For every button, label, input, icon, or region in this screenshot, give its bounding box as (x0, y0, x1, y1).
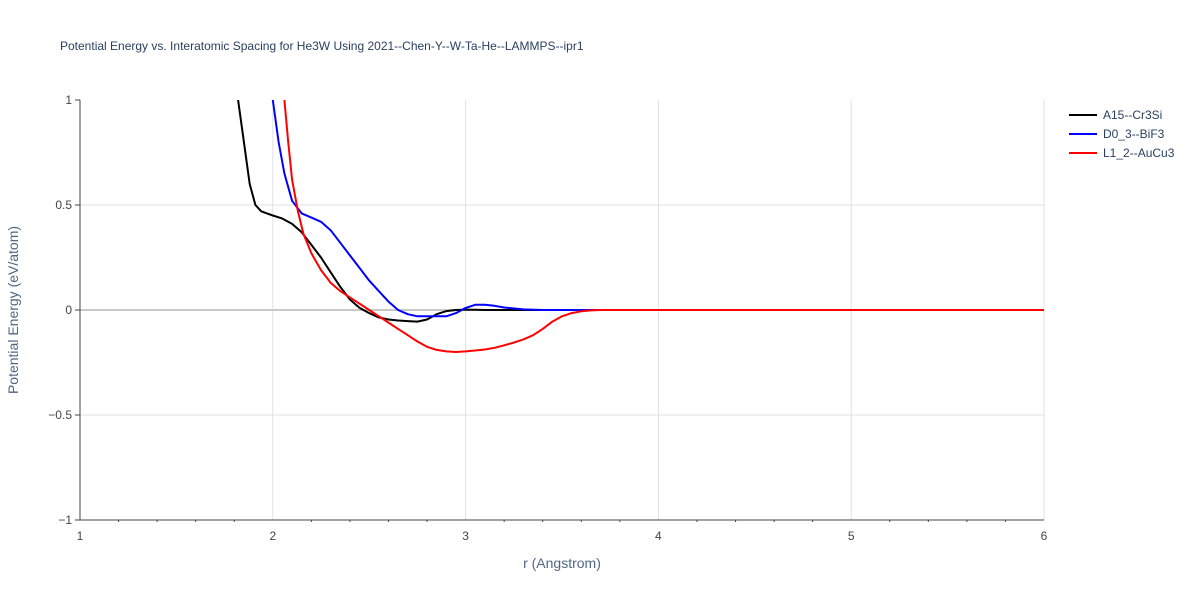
y-tick-label: 1 (65, 93, 72, 107)
series-line-0 (237, 100, 1044, 323)
legend-label: D0_3--BiF3 (1103, 127, 1165, 141)
series-line-2 (283, 100, 1044, 353)
x-tick-label: 6 (1041, 529, 1048, 543)
x-axis-title: r (Angstrom) (523, 555, 601, 571)
x-tick-label: 2 (269, 529, 276, 543)
y-tick-label: 0 (65, 303, 72, 317)
x-tick-label: 1 (77, 529, 84, 543)
legend[interactable]: A15--Cr3Si D0_3--BiF3 L1_2--AuCu3 (1069, 108, 1175, 160)
series-line-1 (271, 100, 1044, 318)
chart-title: Potential Energy vs. Interatomic Spacing… (60, 39, 584, 53)
y-tick-label: −0.5 (48, 408, 72, 422)
legend-item[interactable]: D0_3--BiF3 (1069, 127, 1165, 141)
series-lines (237, 100, 1044, 353)
legend-label: L1_2--AuCu3 (1103, 146, 1175, 160)
y-tick-label: −1 (58, 513, 72, 527)
x-tick-label: 5 (848, 529, 855, 543)
legend-item[interactable]: A15--Cr3Si (1069, 108, 1162, 122)
plot-area (237, 100, 1044, 353)
x-tick-label: 3 (462, 529, 469, 543)
y-tick-label: 0.5 (55, 198, 72, 212)
legend-label: A15--Cr3Si (1103, 108, 1162, 122)
x-tick-label: 4 (655, 529, 662, 543)
axes (75, 99, 1044, 522)
tick-labels: 1 2 3 4 5 6 −1 −0.5 0 0.5 1 (48, 93, 1047, 543)
legend-item[interactable]: L1_2--AuCu3 (1069, 146, 1175, 160)
y-axis-title: Potential Energy (eV/atom) (5, 226, 21, 394)
